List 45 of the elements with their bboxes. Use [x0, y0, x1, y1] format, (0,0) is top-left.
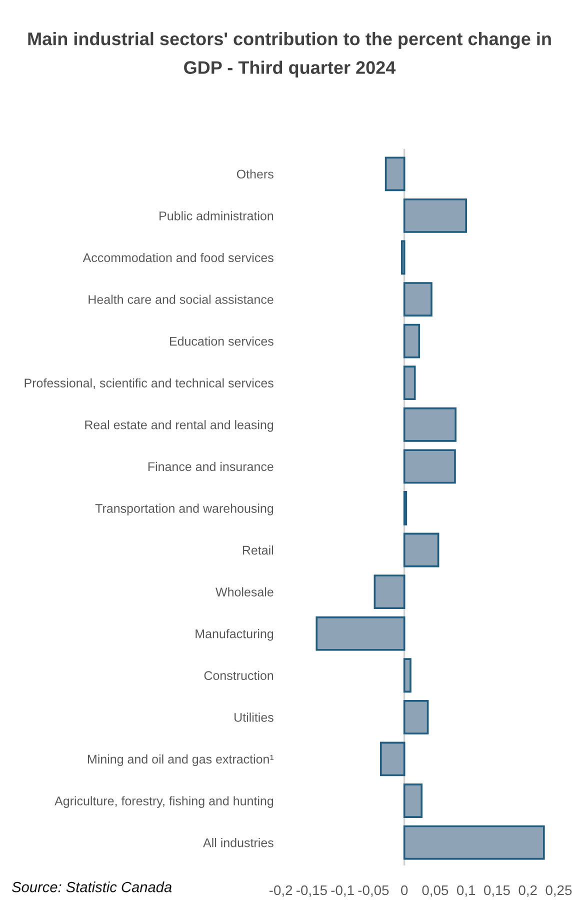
y-tick-label: Agriculture, forestry, fishing and hunting [54, 796, 274, 808]
y-tick-label: Construction [204, 670, 274, 680]
bar [403, 366, 416, 400]
bar [384, 156, 406, 192]
x-tick-label: -0,05 [358, 885, 389, 897]
bar [400, 240, 406, 275]
bar [316, 616, 406, 651]
bar [374, 574, 406, 609]
y-tick-label: Wholesale [216, 587, 274, 596]
y-tick-label: Real estate and rental and leasing [85, 420, 274, 432]
y-tick-label: All industries [203, 838, 274, 848]
bar [403, 658, 412, 693]
bar [403, 407, 456, 442]
x-tick-label: 0,25 [546, 885, 572, 897]
x-tick-label: 0,1 [456, 885, 476, 897]
y-tick-label: Finance and insurance [148, 462, 274, 472]
bar [403, 198, 467, 233]
bar [403, 324, 420, 358]
chart-title: Main industrial sectors' contribution to the percent change in GDP - Third quarter 2024 [28, 32, 551, 78]
bar [403, 449, 456, 484]
y-tick-label: Accommodation and food services [82, 252, 274, 262]
bar [403, 282, 432, 316]
bar [403, 532, 440, 568]
x-tick-label: 0,15 [484, 885, 510, 897]
bar [403, 825, 545, 860]
source-note: Source: Statistic Canada [12, 882, 172, 892]
x-tick-label: 0,2 [518, 885, 537, 897]
y-tick-label: Health care and social assistance [88, 294, 274, 304]
y-tick-label: Others [236, 169, 274, 179]
y-tick-label: Manufacturing [196, 629, 274, 641]
bar [403, 700, 429, 734]
x-tick-label: -0,2 [269, 885, 292, 897]
bar [403, 784, 423, 818]
x-tick-label: 0 [401, 885, 408, 896]
y-tick-label: Transportation and warehousing [95, 504, 274, 516]
x-tick-label: -0,15 [296, 885, 327, 897]
x-tick-label: 0,05 [422, 885, 448, 897]
y-tick-label: Professional, scientific and technical services [24, 378, 274, 389]
y-tick-label: Education services [170, 336, 274, 346]
y-tick-label: Retail [242, 545, 274, 555]
y-tick-label: Utilities [234, 712, 274, 722]
x-tick-label: -0,1 [331, 885, 354, 897]
bar [380, 742, 406, 776]
y-tick-label: Public administration [160, 211, 274, 220]
y-tick-label: Mining and oil and gas extraction¹ [88, 754, 274, 766]
